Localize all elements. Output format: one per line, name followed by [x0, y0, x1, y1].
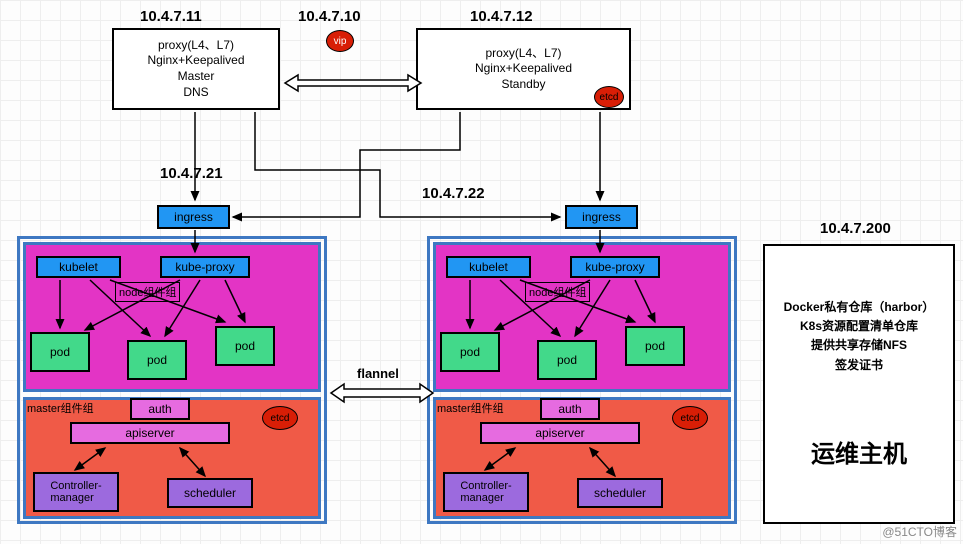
left-pod-3: pod: [215, 326, 275, 366]
ops-l4: 签发证书: [784, 356, 935, 375]
etcd-badge-proxy: etcd: [594, 86, 624, 108]
proxy-right-l2: Nginx+Keepalived: [475, 61, 572, 77]
left-node-label: node组件组: [115, 282, 180, 302]
left-etcd-badge: etcd: [262, 406, 298, 430]
ip-vip: 10.4.7.10: [298, 8, 361, 25]
right-auth: auth: [540, 398, 600, 420]
ops-l2: K8s资源配置清单仓库: [784, 317, 935, 336]
ip-ops: 10.4.7.200: [820, 220, 891, 237]
ip-right-cluster: 10.4.7.22: [422, 185, 485, 202]
left-kubelet: kubelet: [36, 256, 121, 278]
left-ingress: ingress: [157, 205, 230, 229]
proxy-left-box: proxy(L4、L7) Nginx+Keepalived Master DNS: [112, 28, 280, 110]
vip-badge: vip: [326, 30, 354, 52]
proxy-left-l4: DNS: [183, 85, 208, 101]
right-pod-1: pod: [440, 332, 500, 372]
proxy-left-l1: proxy(L4、L7): [158, 38, 234, 54]
left-apiserver: apiserver: [70, 422, 230, 444]
proxy-left-l2: Nginx+Keepalived: [147, 53, 244, 69]
ip-right-proxy: 10.4.7.12: [470, 8, 533, 25]
left-controller: Controller- manager: [33, 472, 119, 512]
ip-left-proxy: 10.4.7.11: [140, 8, 202, 25]
watermark: @51CTO博客: [882, 523, 957, 540]
right-node-label: node组件组: [525, 282, 590, 302]
right-scheduler: scheduler: [577, 478, 663, 508]
ops-host-box: Docker私有仓库（harbor） K8s资源配置清单仓库 提供共享存储NFS…: [763, 244, 955, 524]
proxy-left-l3: Master: [178, 69, 215, 85]
right-apiserver: apiserver: [480, 422, 640, 444]
right-controller: Controller- manager: [443, 472, 529, 512]
left-pod-2: pod: [127, 340, 187, 380]
right-kube-proxy: kube-proxy: [570, 256, 660, 278]
left-auth: auth: [130, 398, 190, 420]
ops-l3: 提供共享存储NFS: [784, 336, 935, 355]
left-master-label: master组件组: [27, 400, 94, 416]
right-master-label: master组件组: [437, 400, 504, 416]
flannel-label: flannel: [357, 366, 399, 381]
left-scheduler: scheduler: [167, 478, 253, 508]
left-kube-proxy: kube-proxy: [160, 256, 250, 278]
right-pod-3: pod: [625, 326, 685, 366]
ip-left-cluster: 10.4.7.21: [160, 165, 223, 182]
left-pod-1: pod: [30, 332, 90, 372]
ops-title: 运维主机: [811, 439, 907, 470]
right-pod-2: pod: [537, 340, 597, 380]
right-ingress: ingress: [565, 205, 638, 229]
proxy-right-l1: proxy(L4、L7): [485, 46, 561, 62]
right-etcd-badge: etcd: [672, 406, 708, 430]
right-kubelet: kubelet: [446, 256, 531, 278]
ops-l1: Docker私有仓库（harbor）: [784, 298, 935, 317]
proxy-right-l3: Standby: [501, 77, 545, 93]
